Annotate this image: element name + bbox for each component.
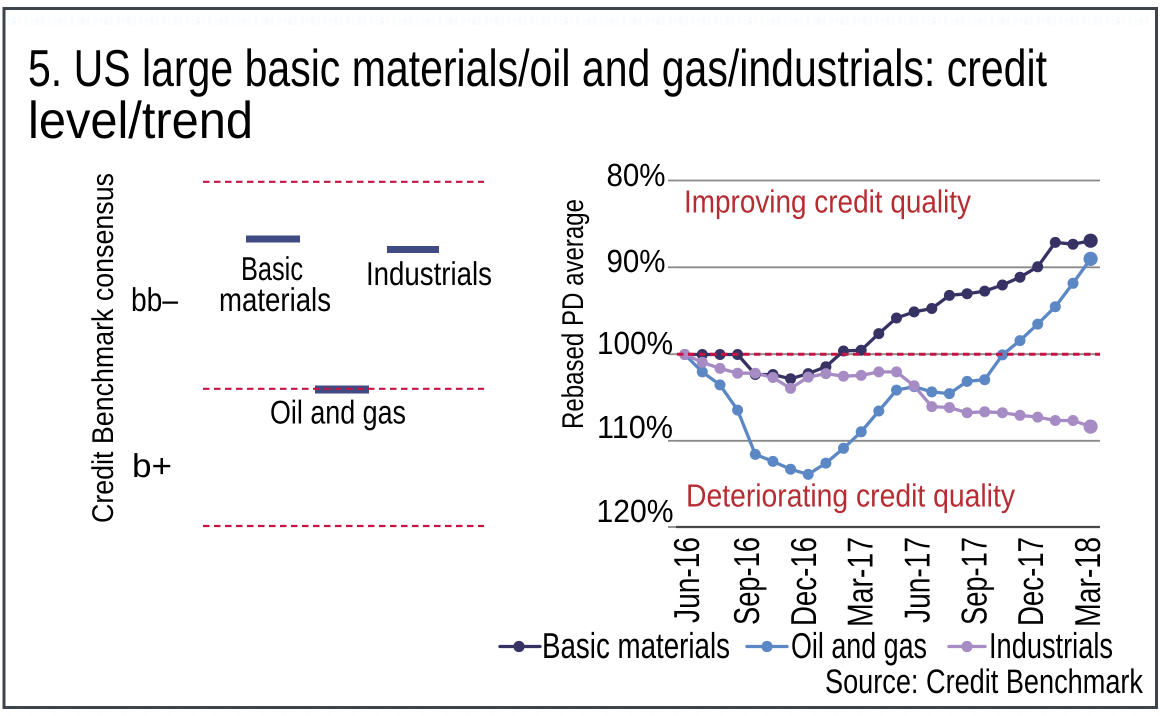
svg-text:Dec-17: Dec-17: [1010, 537, 1051, 626]
svg-text:Industrials: Industrials: [989, 625, 1113, 666]
svg-text:Dec-16: Dec-16: [783, 537, 824, 626]
svg-text:materials: materials: [219, 281, 331, 318]
svg-text:110%: 110%: [597, 409, 673, 445]
svg-text:Jun-16: Jun-16: [666, 537, 707, 623]
svg-text:b+: b+: [132, 447, 172, 484]
svg-text:Basic materials: Basic materials: [542, 625, 730, 666]
svg-text:Sep-16: Sep-16: [726, 537, 767, 625]
svg-text:Oil and gas: Oil and gas: [270, 394, 406, 431]
svg-text:Improving credit quality: Improving credit quality: [684, 184, 971, 220]
svg-text:100%: 100%: [597, 325, 673, 361]
svg-text:Industrials: Industrials: [366, 255, 492, 292]
svg-text:level/trend: level/trend: [28, 92, 253, 150]
svg-text:Jun-17: Jun-17: [897, 537, 938, 623]
svg-text:Mar-18: Mar-18: [1067, 537, 1108, 627]
svg-text:Mar-17: Mar-17: [840, 537, 881, 627]
svg-text:bb–: bb–: [131, 281, 179, 318]
svg-text:Deteriorating credit quality: Deteriorating credit quality: [686, 478, 1015, 514]
svg-text:Basic: Basic: [241, 250, 303, 287]
svg-text:Source: Credit Benchmark: Source: Credit Benchmark: [825, 663, 1144, 701]
svg-text:90%: 90%: [607, 243, 666, 279]
svg-text:5. US large basic materials/oi: 5. US large basic materials/oil and gas/…: [28, 40, 1047, 98]
svg-text:120%: 120%: [597, 493, 674, 529]
svg-text:Rebased PD average: Rebased PD average: [557, 199, 590, 429]
svg-text:80%: 80%: [607, 157, 666, 193]
svg-text:Sep-17: Sep-17: [953, 537, 994, 625]
svg-text:Oil and gas: Oil and gas: [791, 625, 927, 666]
svg-text:Credit Benchmark consensus: Credit Benchmark consensus: [87, 173, 120, 523]
